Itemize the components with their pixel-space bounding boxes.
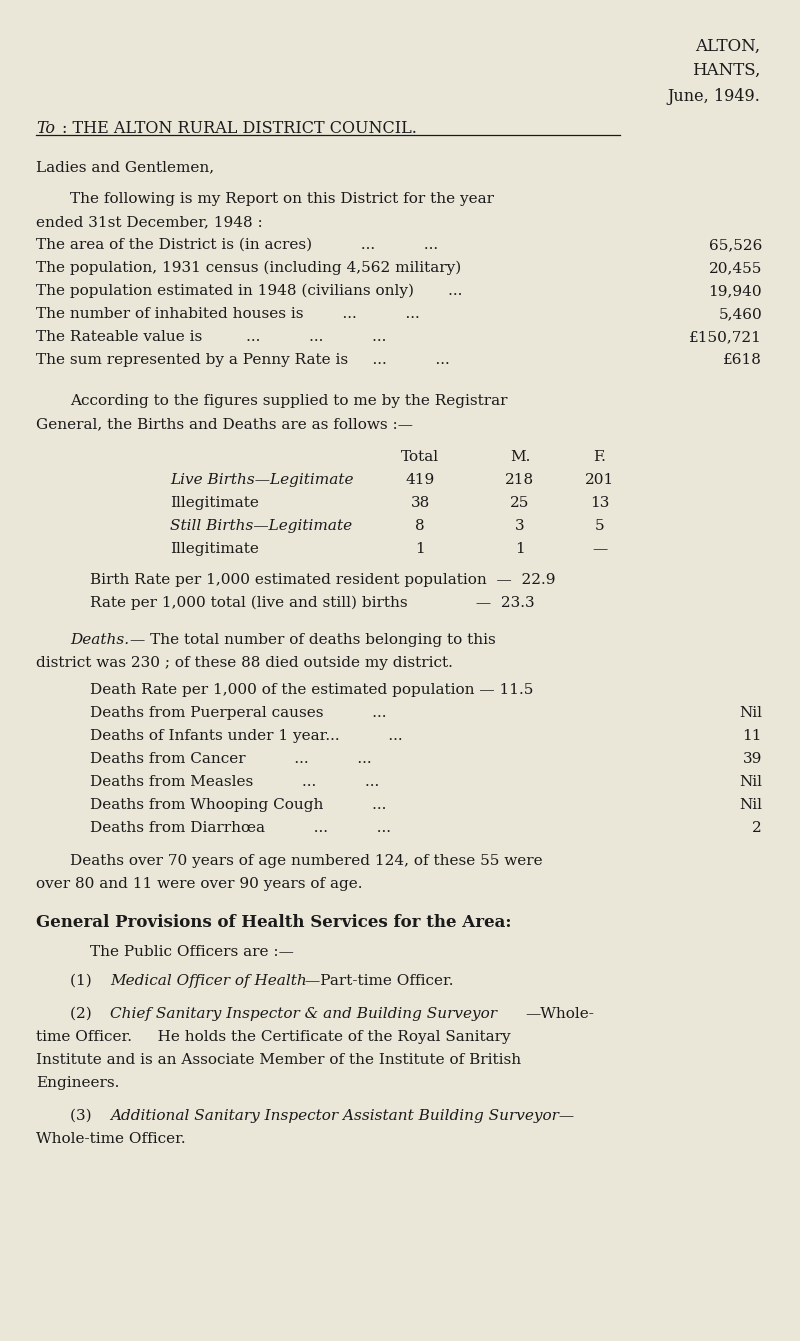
Text: —Whole-: —Whole- (525, 1007, 594, 1021)
Text: Additional Sanitary Inspector Assistant Building Surveyor—: Additional Sanitary Inspector Assistant … (110, 1109, 574, 1122)
Text: Illegitimate: Illegitimate (170, 496, 259, 510)
Text: He holds the Certificate of the Royal Sanitary: He holds the Certificate of the Royal Sa… (143, 1030, 510, 1045)
Text: Chief Sanitary Inspector & and Building Surveyor: Chief Sanitary Inspector & and Building … (110, 1007, 497, 1021)
Text: — The total number of deaths belonging to this: — The total number of deaths belonging t… (130, 633, 496, 646)
Text: Nil: Nil (739, 798, 762, 813)
Text: Deaths from Cancer          ...          ...: Deaths from Cancer ... ... (90, 752, 372, 766)
Text: General Provisions of Health Services for the Area:: General Provisions of Health Services fo… (36, 915, 511, 931)
Text: Still Births—Legitimate: Still Births—Legitimate (170, 519, 352, 532)
Text: 20,455: 20,455 (709, 261, 762, 275)
Text: 38: 38 (410, 496, 430, 510)
Text: 8: 8 (415, 519, 425, 532)
Text: Ladies and Gentlemen,: Ladies and Gentlemen, (36, 160, 214, 174)
Text: ALTON,: ALTON, (695, 38, 760, 55)
Text: (1): (1) (70, 974, 102, 988)
Text: 419: 419 (406, 473, 434, 487)
Text: (2): (2) (70, 1007, 102, 1021)
Text: 13: 13 (590, 496, 610, 510)
Text: General, the Births and Deaths are as follows :—: General, the Births and Deaths are as fo… (36, 417, 413, 430)
Text: Death Rate per 1,000 of the estimated population — 11.5: Death Rate per 1,000 of the estimated po… (90, 683, 534, 697)
Text: —Part-time Officer.: —Part-time Officer. (305, 974, 454, 988)
Text: 1: 1 (515, 542, 525, 557)
Text: F.: F. (594, 451, 606, 464)
Text: Birth Rate per 1,000 estimated resident population  —  22.9: Birth Rate per 1,000 estimated resident … (90, 573, 555, 587)
Text: The sum represented by a Penny Rate is     ...          ...: The sum represented by a Penny Rate is .… (36, 353, 450, 367)
Text: Deaths of Infants under 1 year...          ...: Deaths of Infants under 1 year... ... (90, 730, 402, 743)
Text: 3: 3 (515, 519, 525, 532)
Text: Engineers.: Engineers. (36, 1075, 119, 1090)
Text: 19,940: 19,940 (708, 284, 762, 298)
Text: ended 31st December, 1948 :: ended 31st December, 1948 : (36, 215, 262, 229)
Text: Rate per 1,000 total (live and still) births              —  23.3: Rate per 1,000 total (live and still) bi… (90, 595, 534, 610)
Text: Live Births—Legitimate: Live Births—Legitimate (170, 473, 354, 487)
Text: Deaths from Whooping Cough          ...: Deaths from Whooping Cough ... (90, 798, 386, 813)
Text: The Rateable value is         ...          ...          ...: The Rateable value is ... ... ... (36, 330, 386, 345)
Text: £150,721: £150,721 (689, 330, 762, 345)
Text: The following is my Report on this District for the year: The following is my Report on this Distr… (70, 192, 494, 207)
Text: 201: 201 (586, 473, 614, 487)
Text: HANTS,: HANTS, (692, 62, 760, 79)
Text: Nil: Nil (739, 705, 762, 720)
Text: 5: 5 (595, 519, 605, 532)
Text: (3): (3) (70, 1109, 102, 1122)
Text: 39: 39 (742, 752, 762, 766)
Text: Deaths from Measles          ...          ...: Deaths from Measles ... ... (90, 775, 379, 789)
Text: Deaths from Puerperal causes          ...: Deaths from Puerperal causes ... (90, 705, 386, 720)
Text: 218: 218 (506, 473, 534, 487)
Text: Nil: Nil (739, 775, 762, 789)
Text: M.: M. (510, 451, 530, 464)
Text: Illegitimate: Illegitimate (170, 542, 259, 557)
Text: —: — (592, 542, 608, 557)
Text: Whole-time Officer.: Whole-time Officer. (36, 1132, 186, 1147)
Text: The number of inhabited houses is        ...          ...: The number of inhabited houses is ... ..… (36, 307, 420, 320)
Text: : THE ALTON RURAL DISTRICT COUNCIL.: : THE ALTON RURAL DISTRICT COUNCIL. (62, 119, 417, 137)
Text: 65,526: 65,526 (709, 237, 762, 252)
Text: 11: 11 (742, 730, 762, 743)
Text: Deaths.: Deaths. (70, 633, 129, 646)
Text: The population estimated in 1948 (civilians only)       ...: The population estimated in 1948 (civili… (36, 284, 462, 299)
Text: The population, 1931 census (including 4,562 military): The population, 1931 census (including 4… (36, 261, 462, 275)
Text: The Public Officers are :—: The Public Officers are :— (90, 945, 294, 959)
Text: 1: 1 (415, 542, 425, 557)
Text: Deaths from Diarrhœa          ...          ...: Deaths from Diarrhœa ... ... (90, 821, 391, 835)
Text: June, 1949.: June, 1949. (667, 89, 760, 105)
Text: Total: Total (401, 451, 439, 464)
Text: To: To (36, 119, 55, 137)
Text: 2: 2 (752, 821, 762, 835)
Text: Institute and is an Associate Member of the Institute of British: Institute and is an Associate Member of … (36, 1053, 521, 1067)
Text: Medical Officer of Health: Medical Officer of Health (110, 974, 306, 988)
Text: time Officer.: time Officer. (36, 1030, 132, 1045)
Text: £618: £618 (723, 353, 762, 367)
Text: district was 230 ; of these 88 died outside my district.: district was 230 ; of these 88 died outs… (36, 656, 453, 670)
Text: The area of the District is (in acres)          ...          ...: The area of the District is (in acres) .… (36, 237, 438, 252)
Text: over 80 and 11 were over 90 years of age.: over 80 and 11 were over 90 years of age… (36, 877, 362, 890)
Text: 25: 25 (510, 496, 530, 510)
Text: According to the figures supplied to me by the Registrar: According to the figures supplied to me … (70, 394, 507, 408)
Text: Deaths over 70 years of age numbered 124, of these 55 were: Deaths over 70 years of age numbered 124… (70, 854, 542, 868)
Text: 5,460: 5,460 (718, 307, 762, 320)
